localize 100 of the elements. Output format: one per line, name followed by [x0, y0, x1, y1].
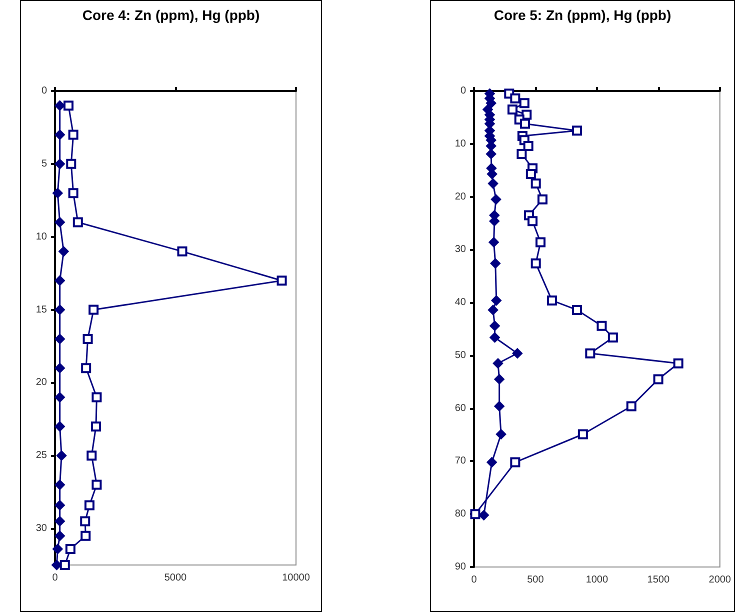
- point: [510, 457, 520, 468]
- point: [487, 169, 498, 180]
- point: [494, 401, 504, 412]
- point: [490, 258, 500, 268]
- y-tick-label: 0: [460, 86, 466, 96]
- y-tick-label: 90: [454, 562, 466, 572]
- point: [92, 480, 102, 490]
- point: [80, 516, 90, 526]
- chart-title: Core 4: Zn (ppm), Hg (ppb): [81, 7, 261, 23]
- point: [530, 178, 541, 189]
- point: [488, 178, 498, 189]
- point: [520, 118, 530, 129]
- x-tick-label: 0: [471, 574, 478, 586]
- point: [81, 363, 92, 374]
- y-tick-label: 70: [454, 456, 466, 467]
- point: [470, 509, 480, 520]
- point: [86, 450, 97, 461]
- point: [673, 358, 684, 368]
- point: [507, 104, 518, 115]
- y-tick-label: 10: [454, 138, 466, 150]
- y-tick-label: 20: [454, 191, 466, 202]
- point: [528, 216, 538, 226]
- y-tick-label: 10: [36, 231, 48, 242]
- point: [177, 246, 188, 256]
- point: [52, 188, 63, 198]
- y-tick-label: 40: [454, 297, 466, 308]
- point: [60, 560, 70, 570]
- point: [54, 304, 65, 315]
- point: [66, 158, 76, 169]
- point: [494, 374, 504, 384]
- x-tick-label: 500: [527, 574, 544, 586]
- point: [54, 530, 65, 541]
- point: [54, 392, 65, 402]
- point: [486, 457, 497, 468]
- point: [276, 276, 287, 286]
- chart-title: Core 5: Zn (ppm), Hg (ppb): [492, 7, 672, 23]
- point: [72, 217, 83, 228]
- point: [537, 194, 548, 204]
- point: [80, 530, 91, 541]
- point: [572, 126, 582, 136]
- point: [54, 217, 65, 228]
- x-tick-label: 1500: [647, 574, 670, 586]
- point: [490, 320, 500, 331]
- point: [54, 500, 65, 510]
- point: [58, 246, 69, 256]
- point: [546, 295, 557, 306]
- point: [54, 516, 65, 526]
- point: [516, 148, 527, 159]
- point: [52, 544, 63, 554]
- point: [65, 544, 76, 554]
- point: [486, 148, 496, 159]
- point: [54, 480, 65, 490]
- point: [68, 188, 78, 198]
- x-tick-label: 2000: [708, 574, 732, 586]
- y-tick-label: 0: [41, 86, 48, 96]
- x-tick-label: 10000: [282, 572, 310, 584]
- point: [653, 374, 664, 384]
- point: [54, 158, 65, 169]
- point: [596, 320, 607, 331]
- point: [488, 237, 499, 248]
- point: [578, 429, 588, 440]
- point: [512, 348, 522, 358]
- y-tick-label: 5: [41, 158, 48, 170]
- point: [572, 304, 582, 315]
- y-tick-label: 25: [36, 450, 48, 462]
- point: [488, 304, 498, 315]
- point: [608, 332, 618, 342]
- point: [56, 450, 67, 461]
- point: [530, 258, 541, 268]
- point: [496, 429, 506, 440]
- point: [490, 332, 500, 342]
- point: [510, 93, 520, 104]
- point: [491, 295, 502, 306]
- point: [54, 130, 65, 140]
- point: [523, 141, 534, 152]
- point: [63, 100, 74, 111]
- y-tick-label: 30: [454, 244, 466, 256]
- point: [519, 98, 530, 108]
- point: [54, 421, 65, 432]
- point: [491, 194, 502, 204]
- y-tick-label: 80: [454, 508, 466, 520]
- point: [54, 100, 65, 111]
- point: [68, 130, 78, 140]
- point: [90, 421, 101, 432]
- x-tick-label: 5000: [164, 572, 188, 584]
- point: [626, 401, 636, 412]
- point: [478, 510, 489, 520]
- point: [54, 363, 65, 374]
- y-tick-label: 20: [36, 377, 48, 388]
- point: [92, 392, 102, 402]
- point: [88, 304, 99, 315]
- y-tick-label: 50: [454, 350, 466, 361]
- point: [526, 169, 536, 180]
- point: [585, 348, 596, 358]
- point: [536, 237, 546, 248]
- y-tick-label: 15: [36, 304, 48, 316]
- point: [54, 334, 65, 344]
- point: [492, 358, 503, 368]
- point: [54, 276, 65, 286]
- y-tick-label: 60: [454, 402, 466, 414]
